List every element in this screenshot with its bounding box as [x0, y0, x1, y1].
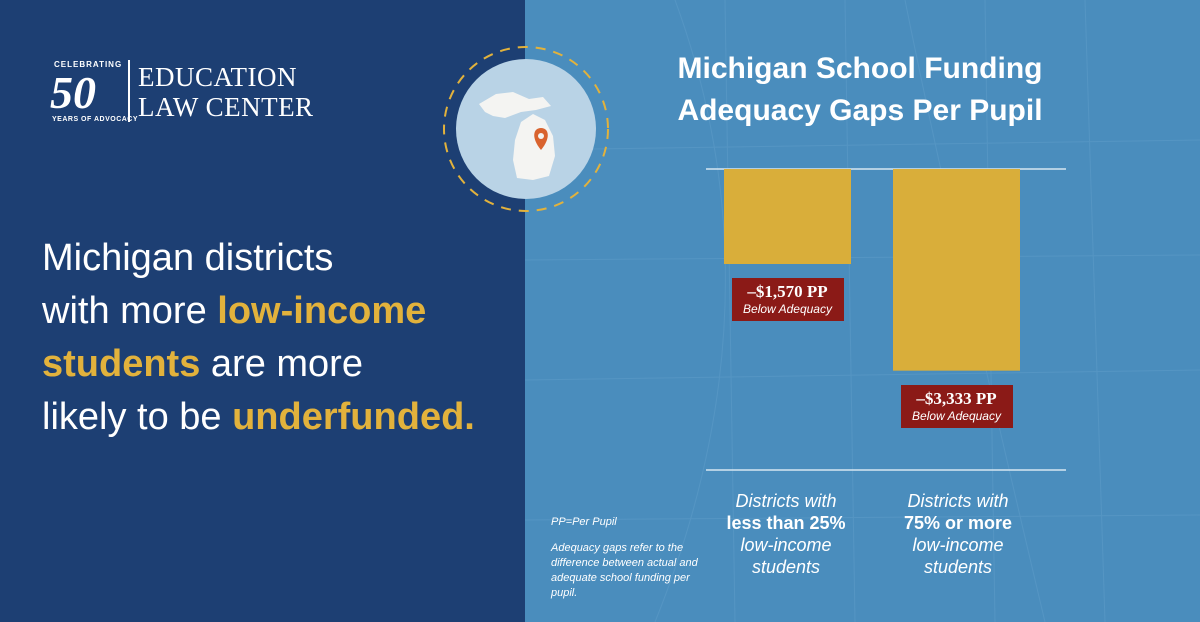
- headline-line3: students are more: [42, 343, 363, 385]
- logo-years: YEARS OF ADVOCACY: [52, 116, 139, 123]
- logo-divider: [128, 60, 130, 122]
- headline-line2: with more low-income: [42, 290, 427, 332]
- highlight-underfunded: underfunded.: [232, 396, 475, 438]
- right-panel: [525, 0, 1200, 622]
- logo-name-line1: EDUCATION: [138, 62, 297, 92]
- bar-label-1: –$1,570 PP Below Adequacy: [731, 278, 844, 321]
- chart-title-line1: Michigan School Funding: [677, 52, 1043, 85]
- map-texture: [525, 0, 1200, 622]
- adequacy-definition-note: Adequacy gaps refer to the difference be…: [551, 542, 698, 599]
- category-label-1: Districts with less than 25% low-income …: [726, 491, 846, 577]
- logo-celebrating: CELEBRATING: [54, 60, 123, 69]
- category-label-2: Districts with 75% or more low-income st…: [903, 491, 1013, 577]
- bar-value-1: –$1,570 PP: [747, 282, 828, 301]
- highlight-students: students: [42, 343, 201, 385]
- headline-line4: likely to be underfunded.: [42, 396, 475, 438]
- bar-sublabel-2: Below Adequacy: [912, 408, 1001, 423]
- chart-title-line2: Adequacy Gaps Per Pupil: [677, 94, 1043, 127]
- bar-2: [893, 169, 1020, 371]
- highlight-low-income: low-income: [217, 290, 427, 332]
- logo-name: EDUCATION LAW CENTER: [138, 62, 314, 122]
- bar-1: [724, 169, 851, 264]
- logo-fifty: 50: [50, 67, 96, 118]
- bar-value-2: –$3,333 PP: [916, 388, 997, 408]
- bar-sublabel-1: Below Adequacy: [743, 302, 832, 316]
- logo-name-line2: LAW CENTER: [138, 92, 314, 122]
- headline: Michigan districts with more low-income …: [42, 232, 512, 444]
- bar-label-2: –$3,333 PP Below Adequacy: [900, 384, 1013, 428]
- bar-chart: [706, 168, 1066, 471]
- michigan-map-pin-icon: [443, 46, 609, 212]
- headline-line1: Michigan districts: [42, 237, 334, 279]
- chart-title: Michigan School Funding Adequacy Gaps Pe…: [640, 48, 1080, 132]
- education-law-center-logo: CELEBRATING 50 YEARS OF ADVOCACY EDUCATI…: [50, 58, 350, 128]
- left-panel: CELEBRATING 50 YEARS OF ADVOCACY EDUCATI…: [0, 0, 525, 622]
- per-pupil-note: PP=Per Pupil: [551, 516, 617, 528]
